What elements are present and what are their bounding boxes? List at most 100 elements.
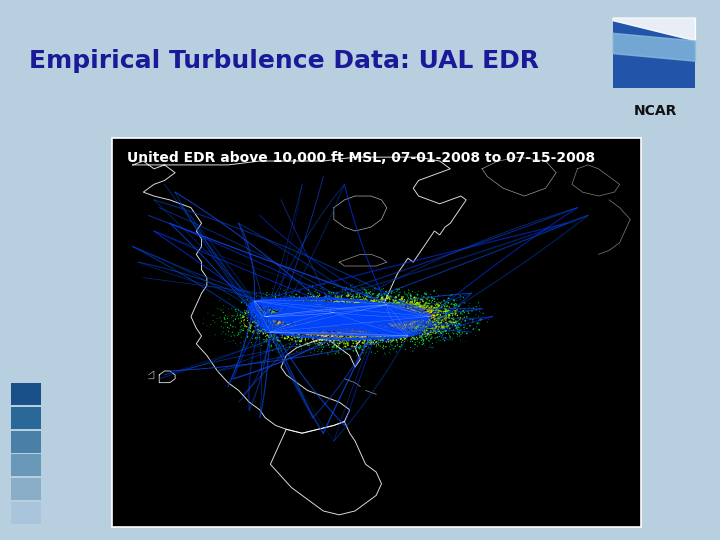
Point (368, 309, 379, 318)
Point (217, 328, 229, 336)
Point (413, 321, 424, 329)
Point (395, 297, 407, 306)
Point (394, 299, 405, 307)
Point (321, 329, 333, 338)
Point (373, 310, 384, 319)
Point (280, 303, 292, 312)
Point (343, 313, 354, 321)
Point (451, 322, 462, 331)
Point (366, 326, 377, 335)
Point (356, 323, 367, 332)
Point (277, 322, 289, 331)
Point (235, 310, 246, 319)
Point (346, 298, 358, 306)
Point (391, 326, 402, 335)
Point (235, 326, 247, 334)
Point (390, 293, 401, 302)
Point (232, 311, 243, 320)
Point (356, 335, 368, 344)
Point (386, 316, 397, 325)
Point (312, 323, 324, 332)
Point (307, 334, 319, 343)
Point (379, 316, 390, 325)
Point (343, 305, 354, 313)
Point (379, 298, 391, 306)
Point (392, 322, 404, 330)
Point (393, 292, 405, 300)
Point (318, 328, 330, 337)
Point (323, 321, 335, 330)
Point (416, 313, 428, 321)
Point (278, 310, 289, 319)
Point (372, 321, 384, 329)
Point (346, 295, 358, 303)
Point (343, 335, 355, 343)
Point (397, 306, 408, 314)
Point (339, 316, 351, 325)
Point (400, 313, 412, 322)
Point (440, 315, 451, 324)
Point (296, 355, 307, 364)
Point (300, 306, 312, 314)
Point (306, 303, 318, 312)
Point (471, 306, 482, 315)
Point (366, 313, 378, 322)
Point (426, 324, 438, 333)
Point (385, 326, 397, 334)
Point (326, 300, 338, 308)
Point (380, 313, 392, 322)
Point (293, 302, 305, 310)
Point (381, 291, 392, 300)
Point (388, 298, 400, 307)
Point (265, 318, 276, 326)
Point (340, 342, 351, 351)
Point (326, 310, 338, 319)
Point (250, 333, 261, 342)
Point (384, 309, 396, 318)
Point (397, 312, 408, 320)
Point (387, 323, 399, 332)
Point (395, 310, 407, 319)
Point (346, 292, 357, 301)
Point (374, 319, 385, 328)
Point (330, 289, 342, 298)
Point (341, 315, 352, 323)
Point (265, 301, 276, 310)
Point (306, 344, 318, 353)
Point (347, 330, 359, 339)
Point (224, 338, 235, 346)
Point (421, 329, 433, 338)
Point (338, 329, 349, 338)
Point (283, 315, 294, 323)
Point (379, 314, 391, 322)
Point (345, 313, 356, 322)
Point (323, 350, 334, 359)
Point (423, 318, 434, 327)
Point (368, 322, 379, 331)
Point (281, 323, 292, 332)
Point (293, 314, 305, 322)
Point (307, 311, 318, 320)
FancyBboxPatch shape (11, 430, 40, 453)
Point (354, 291, 365, 299)
Point (273, 327, 284, 336)
Point (246, 303, 258, 312)
Point (305, 310, 316, 319)
Point (328, 288, 340, 297)
Point (458, 321, 469, 329)
Point (336, 300, 347, 309)
Point (406, 315, 418, 324)
Point (440, 319, 451, 327)
Point (366, 328, 378, 336)
Point (348, 327, 360, 336)
Point (426, 312, 437, 320)
Point (312, 309, 323, 318)
Point (369, 316, 380, 325)
Point (414, 304, 426, 313)
Point (305, 305, 316, 314)
Point (361, 303, 372, 312)
Point (366, 323, 378, 332)
Point (297, 312, 309, 321)
Point (359, 304, 370, 313)
Point (390, 315, 402, 324)
